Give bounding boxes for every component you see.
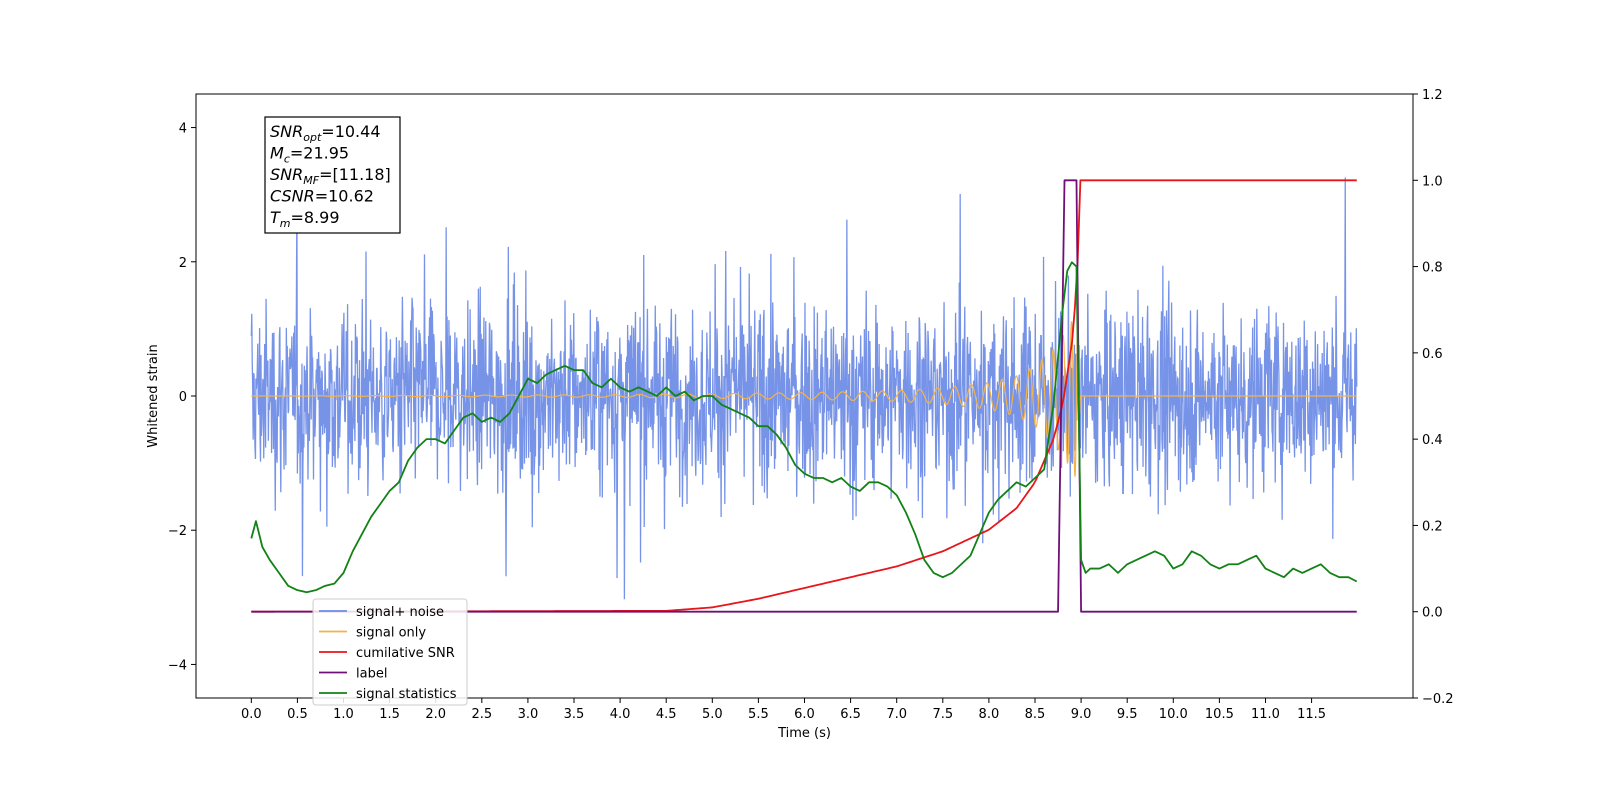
legend-label: signal+ noise <box>356 605 444 620</box>
x-axis-ticks: 0.0 0.5 1.0 1.5 2.0 2.5 3.0 3.5 4.0 4.5 5.0 5.5 6.0 6… <box>241 698 1326 722</box>
x-tick-label: 8.5 <box>1025 707 1046 722</box>
plot-area <box>250 177 1358 613</box>
x-tick-label: 11.5 <box>1297 707 1326 722</box>
series-label <box>251 179 1357 613</box>
x-tick-label: 0.0 <box>241 707 262 722</box>
legend-label: signal only <box>356 626 426 641</box>
y-right-tick-label: 1.2 <box>1422 88 1443 103</box>
y-right-tick-label: 0.2 <box>1422 519 1443 534</box>
y-right-tick-label: −0.2 <box>1422 692 1454 707</box>
x-tick-label: 1.0 <box>333 707 354 722</box>
y-axis-left-label: Whitened strain <box>146 344 161 447</box>
x-tick-label: 3.0 <box>518 707 539 722</box>
y-right-tick-label: 0.8 <box>1422 261 1443 276</box>
x-tick-label: 2.0 <box>425 707 446 722</box>
x-axis-label: Time (s) <box>777 726 831 741</box>
annotation-line: CSNR=10.62 <box>270 187 374 206</box>
x-tick-label: 4.0 <box>610 707 631 722</box>
y-left-tick-label: 2 <box>179 256 187 271</box>
y-left-tick-label: −4 <box>168 658 187 673</box>
y-axis-right-ticks: 1.2 1.0 0.8 0.6 0.4 0.2 0.0 −0.2 <box>1413 88 1454 707</box>
x-tick-label: 6.0 <box>794 707 815 722</box>
x-tick-label: 9.5 <box>1117 707 1138 722</box>
x-tick-label: 6.5 <box>840 707 861 722</box>
y-left-tick-label: −2 <box>168 524 187 539</box>
annotation-line: SNRMF=[11.18] <box>270 165 391 187</box>
x-tick-label: 2.5 <box>471 707 492 722</box>
x-tick-label: 5.0 <box>702 707 723 722</box>
x-tick-label: 4.5 <box>656 707 677 722</box>
x-tick-label: 8.0 <box>979 707 1000 722</box>
legend-label: cumilative SNR <box>356 646 455 661</box>
y-right-tick-label: 0.6 <box>1422 347 1443 362</box>
legend-label: signal statistics <box>356 687 457 702</box>
legend-frame <box>312 598 468 706</box>
x-tick-label: 10.5 <box>1205 707 1234 722</box>
x-tick-label: 9.0 <box>1071 707 1092 722</box>
series-signal-only <box>251 309 1357 477</box>
y-left-tick-label: 4 <box>179 122 187 137</box>
stats-annotation-box: SNRopt=10.44Mc=21.95SNRMF=[11.18]CSNR=10… <box>264 116 401 234</box>
x-tick-label: 7.0 <box>886 707 907 722</box>
y-right-tick-label: 1.0 <box>1422 174 1443 189</box>
series-signal-noise <box>250 177 1358 600</box>
annotation-line: Tm=8.99 <box>270 208 340 230</box>
x-tick-label: 5.5 <box>748 707 769 722</box>
x-tick-label: 0.5 <box>287 707 308 722</box>
annotation-line: Mc=21.95 <box>270 144 349 166</box>
annotation-line: SNRopt=10.44 <box>270 122 381 144</box>
x-tick-label: 7.5 <box>932 707 953 722</box>
y-right-tick-label: 0.0 <box>1422 606 1443 621</box>
legend: signal+ noise signal only cumilative SNR la… <box>312 598 468 706</box>
annotation-frame <box>264 116 401 234</box>
x-tick-label: 10.0 <box>1159 707 1188 722</box>
y-left-tick-label: 0 <box>179 390 187 405</box>
y-right-tick-label: 0.4 <box>1422 433 1443 448</box>
x-tick-label: 1.5 <box>379 707 400 722</box>
series-signal-statistics <box>250 261 1358 594</box>
x-tick-label: 11.0 <box>1251 707 1280 722</box>
legend-label: label <box>356 667 387 682</box>
x-tick-label: 3.5 <box>564 707 585 722</box>
y-axis-left-ticks: 4 2 0 −2 −4 <box>168 122 196 673</box>
